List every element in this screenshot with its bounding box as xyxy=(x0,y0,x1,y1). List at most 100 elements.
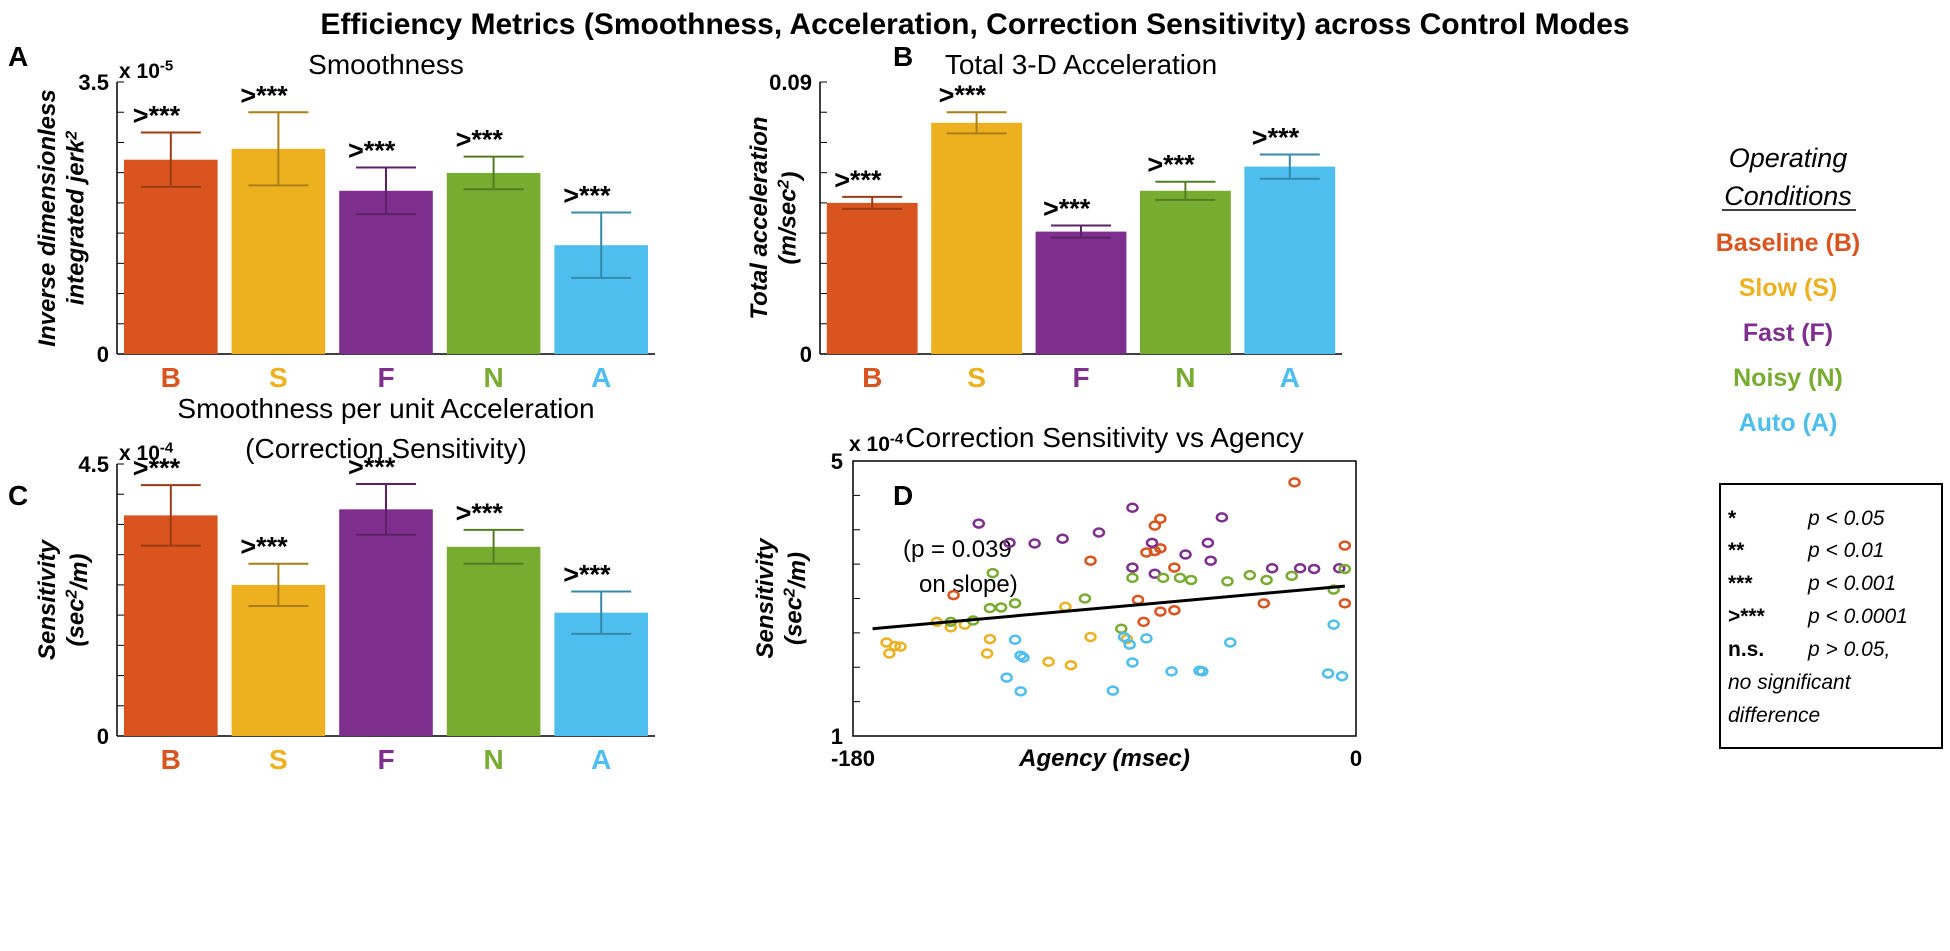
scatter-point-f xyxy=(1092,527,1106,538)
chart-title: Smoothness per unit Acceleration xyxy=(177,393,594,424)
scatter-point-f xyxy=(1204,555,1217,566)
significance-label: >*** xyxy=(240,532,288,562)
bar-s xyxy=(931,122,1023,354)
y-axis-label: Total acceleration(m/sec2) xyxy=(746,116,805,319)
slope-annotation-line2: on slope) xyxy=(919,571,1018,598)
bar-s xyxy=(231,584,326,736)
scatter-point-s xyxy=(944,622,958,633)
chart-title: Total 3-D Acceleration xyxy=(945,49,1217,80)
scatter-point-a xyxy=(1014,686,1027,697)
key-text-4: p < 0.0001 xyxy=(1807,605,1908,628)
smoothness-chart: Smoothness 0 3.5 x 10-5 Inverse dimensionles… xyxy=(34,49,655,393)
key-text-3: p < 0.001 xyxy=(1807,572,1896,595)
bar-b xyxy=(826,202,918,354)
key-text-7: difference xyxy=(1728,704,1820,727)
scatter-point-n xyxy=(1156,572,1170,584)
significance-label: >*** xyxy=(563,560,611,590)
scatter-point-n xyxy=(1221,576,1234,587)
scatter-point-n xyxy=(1285,570,1298,582)
significance-label: >*** xyxy=(939,80,987,110)
scatter-point-f xyxy=(1028,538,1041,549)
bar-n xyxy=(446,546,541,736)
key-symbol-1: * xyxy=(1728,507,1737,530)
key-text-6: no significant xyxy=(1728,671,1852,694)
significance-label: >*** xyxy=(133,453,181,483)
x-category-label: S xyxy=(269,362,288,393)
significance-label: >*** xyxy=(456,125,504,155)
acceleration-chart: Total 3-D Acceleration 0 0.09 Total acceler… xyxy=(746,49,1342,393)
y-tick-label: 1 xyxy=(831,724,843,749)
significance-label: >*** xyxy=(1252,123,1300,153)
y-axis-label: Sensitivity(sec2/m) xyxy=(752,537,811,659)
scatter-point-a xyxy=(1106,685,1120,696)
x-category-label: A xyxy=(591,744,611,775)
scatter-point-n xyxy=(1173,572,1187,584)
scatter-point-s xyxy=(980,648,994,659)
y-tick-label: 0 xyxy=(800,342,812,367)
bar-n xyxy=(1139,190,1231,354)
scatter-point-n xyxy=(1184,574,1198,586)
bar-a xyxy=(1244,166,1336,354)
scatter-point-a xyxy=(1126,657,1139,668)
scatter-point-s xyxy=(1064,659,1078,671)
scatter-point-n xyxy=(1260,574,1273,586)
scatter-point-f xyxy=(1179,549,1192,560)
x-category-label: S xyxy=(967,362,986,393)
y-axis-exponent: x 10-4 xyxy=(119,440,174,466)
scatter-point-f xyxy=(1003,537,1016,549)
chart-title: Smoothness xyxy=(308,49,464,80)
scatter-point-a xyxy=(1335,670,1349,682)
slope-annotation-line1: (p = 0.039 xyxy=(903,536,1012,563)
y-tick-label: 4.5 xyxy=(78,452,109,477)
y-axis-exponent: x 10-5 xyxy=(119,58,173,84)
legend-item-fast: Fast (F) xyxy=(1743,319,1833,347)
panel-letter-a: A xyxy=(8,41,28,72)
scatter-point-s xyxy=(883,648,896,659)
key-text-2: p < 0.01 xyxy=(1807,539,1884,562)
significance-label: >*** xyxy=(348,135,396,165)
y-tick-label: 0 xyxy=(97,342,109,367)
key-symbol-5: n.s. xyxy=(1728,638,1764,661)
scatter-point-b xyxy=(1131,594,1145,606)
scatter-point-n xyxy=(994,602,1008,613)
scatter-point-f xyxy=(1201,537,1215,549)
legend-item-baseline: Baseline (B) xyxy=(1716,229,1860,257)
scatter-point-a xyxy=(1014,650,1027,661)
significance-key: * p < 0.05 ** p < 0.01 *** p < 0.001 >**… xyxy=(1719,483,1943,749)
scatter-point-n xyxy=(1338,563,1352,575)
y-tick-label: 0 xyxy=(97,724,109,749)
x-tick-label: 0 xyxy=(1350,746,1362,771)
scatter-point-n xyxy=(986,567,999,579)
scatter-point-b xyxy=(1140,547,1153,558)
scatter-point-s xyxy=(894,641,907,652)
scatter-point-a xyxy=(1008,634,1022,645)
scatter-point-f xyxy=(972,518,985,529)
scatter-point-f xyxy=(1126,502,1139,513)
scatter-point-b xyxy=(1338,540,1352,551)
significance-label: >*** xyxy=(456,498,504,528)
significance-label: >*** xyxy=(348,452,396,482)
y-tick-label: 3.5 xyxy=(78,70,109,95)
scatter-point-b xyxy=(1154,513,1167,524)
bar-f xyxy=(1035,231,1127,354)
significance-key-box xyxy=(1719,483,1943,749)
scatter-point-a xyxy=(1196,666,1209,677)
scatter-point-a xyxy=(1000,672,1013,683)
significance-label: >*** xyxy=(1147,150,1195,180)
bar-f xyxy=(339,190,433,354)
scatter-point-a xyxy=(1327,619,1340,630)
scatter-point-a xyxy=(1165,666,1178,677)
scatter-point-n xyxy=(1327,584,1340,595)
scatter-point-a xyxy=(1321,668,1335,679)
scatter-point-f xyxy=(1145,537,1159,549)
x-category-label: B xyxy=(161,744,181,775)
x-category-label: F xyxy=(1072,362,1089,393)
legend-item-noisy: Noisy (N) xyxy=(1733,364,1843,392)
significance-label: >*** xyxy=(133,101,181,131)
x-axis-label: Agency (msec) xyxy=(1018,745,1190,772)
scatter-point-f xyxy=(1215,512,1229,523)
panel-letter-c: C xyxy=(8,480,28,511)
scatter-point-b xyxy=(947,589,960,601)
scatter-point-b xyxy=(1168,604,1181,616)
scatter-point-s xyxy=(1084,631,1097,643)
